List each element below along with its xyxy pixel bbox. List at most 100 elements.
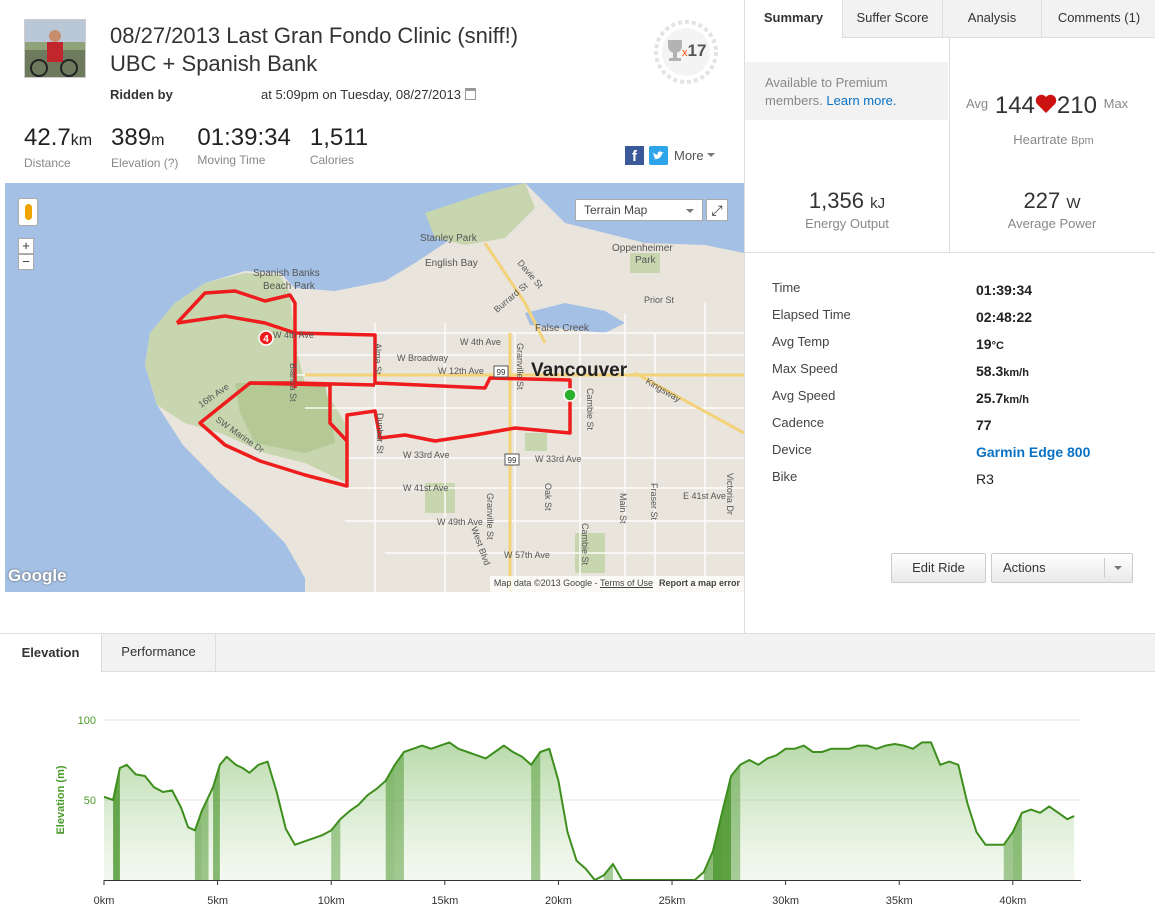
grade-band: [385, 764, 395, 880]
x-tick-label: 15km: [431, 895, 458, 907]
summary-panel: Summary Suffer Score Analysis Comments (…: [744, 0, 1155, 633]
map-label: Dunbar St: [375, 413, 385, 454]
map-label: E 41st Ave: [683, 491, 726, 501]
tab-elevation[interactable]: Elevation: [0, 633, 102, 673]
stat-label: Distance: [24, 156, 71, 170]
map-label: Prior St: [644, 295, 675, 305]
hr-max-value: 210: [1056, 92, 1097, 119]
street-view-icon[interactable]: [18, 198, 38, 226]
stat-moving-time: 01:39:34 Moving Time: [197, 124, 290, 170]
tab-comments[interactable]: Comments (1): [1041, 0, 1155, 38]
stat-label: Moving Time: [197, 153, 266, 167]
twitter-icon[interactable]: [649, 146, 668, 165]
calendar-icon[interactable]: [464, 88, 476, 100]
learn-more-link[interactable]: Learn more.: [826, 93, 897, 108]
elevation-chart[interactable]: 50 100 Elevation (m) 0km 5km 10km 15km 20km 25km…: [0, 672, 1155, 922]
hwy-99-shield: 99: [508, 456, 517, 465]
map-label: W 41st Ave: [403, 483, 448, 493]
ridden-by: Ridden by: [110, 87, 173, 102]
y-tick-label: 50: [84, 795, 96, 807]
map-label: W 4th Ave: [460, 337, 501, 347]
detail-unit: °C: [991, 340, 1004, 352]
detail-value: 19°C: [976, 336, 1004, 352]
stat-unit: m: [151, 132, 165, 149]
grade-band: [1003, 832, 1013, 880]
tab-performance[interactable]: Performance: [102, 633, 216, 673]
grade-band: [712, 812, 723, 880]
energy-output: 1,356 kJ Energy Output: [745, 188, 949, 231]
detail-value: 77: [976, 417, 992, 433]
actions-dropdown[interactable]: Actions: [991, 553, 1133, 583]
map-label: Victoria Dr: [725, 473, 735, 515]
map-label: Blanca St: [288, 363, 298, 402]
stat-value: 389: [111, 124, 152, 151]
hwy-99-shield: 99: [497, 368, 506, 377]
edit-ride-button[interactable]: Edit Ride: [891, 553, 986, 583]
achievements-badge[interactable]: [652, 18, 720, 86]
chart-tabs: Elevation Performance: [0, 633, 1155, 673]
map-label: Cambie St: [585, 388, 595, 431]
power-value: 227: [1023, 188, 1061, 213]
zoom-in-button[interactable]: +: [18, 238, 34, 254]
premium-notice: Available to Premium members. Learn more…: [745, 62, 948, 120]
chevron-down-icon: [686, 209, 694, 213]
map-data-credit: Map data ©2013 Google: [493, 578, 593, 588]
ride-datetime: at 5:09pm on Tuesday, 08/27/2013: [261, 87, 476, 102]
map-label: W 4th Ave: [273, 330, 314, 340]
tab-summary[interactable]: Summary: [745, 0, 842, 39]
ride-title-line1: 08/27/2013 Last Gran Fondo Clinic (sniff…: [110, 23, 519, 48]
x-tick-label: 25km: [659, 895, 686, 907]
energy-label: Energy Output: [805, 216, 889, 231]
grade-band: [1012, 812, 1022, 880]
map-label: English Bay: [425, 258, 478, 269]
stat-value: 1,511: [309, 124, 369, 151]
facebook-icon[interactable]: f: [625, 146, 644, 165]
tab-analysis[interactable]: Analysis: [942, 0, 1041, 38]
athlete-avatar[interactable]: [24, 19, 86, 78]
map-label: Main St: [618, 493, 628, 524]
heartrate-box: Avg 144 210 Max Heartrate Bpm: [949, 38, 1155, 148]
segment-marker[interactable]: [258, 330, 274, 346]
more-share-dropdown[interactable]: More: [674, 148, 715, 163]
hr-avg-value: 144: [994, 92, 1035, 119]
map-label-city: Vancouver: [531, 360, 628, 381]
detail-number: 19: [976, 336, 992, 352]
activity-tabs: Summary Suffer Score Analysis Comments (…: [745, 0, 1155, 39]
more-label: More: [674, 148, 704, 163]
start-marker[interactable]: [563, 388, 577, 402]
x-tick-label: 35km: [886, 895, 913, 907]
map-type-select[interactable]: Terrain Map: [575, 199, 703, 221]
achievements-prefix: x: [682, 47, 688, 59]
map-type-label: Terrain Map: [584, 203, 648, 217]
detail-row-avg-speed: Avg Speed 25.7km/h: [772, 388, 1132, 415]
grade-band: [722, 776, 732, 880]
terms-of-use-link[interactable]: Terms of Use: [599, 578, 653, 588]
detail-number: 25.7: [976, 390, 1004, 406]
zoom-out-button[interactable]: −: [18, 254, 34, 270]
x-tick-label: 10km: [318, 895, 345, 907]
stat-calories: 1,511 Calories: [310, 124, 368, 170]
report-map-error-link[interactable]: Report a map error: [658, 578, 740, 588]
map-label: W 49th Ave: [437, 517, 483, 527]
map-label: Granville St: [485, 493, 495, 540]
detail-label: Bike: [772, 469, 798, 484]
ride-details: Time 01:39:34 Elapsed Time 02:48:22 Avg …: [772, 280, 1132, 496]
device-link[interactable]: Garmin Edge 800: [976, 444, 1091, 460]
hr-unit: Bpm: [1071, 135, 1094, 147]
y-axis-label: Elevation (m): [55, 765, 67, 834]
map-label: W 12th Ave: [438, 366, 484, 376]
x-tick-label: 0km: [94, 895, 115, 907]
detail-row-temp: Avg Temp 19°C: [772, 334, 1132, 361]
fullscreen-icon[interactable]: ⤢: [706, 199, 728, 221]
activity-header: 08/27/2013 Last Gran Fondo Clinic (sniff…: [0, 0, 744, 183]
elevation-line: [103, 741, 1075, 881]
route-map[interactable]: 4 99 99 Stanley Park English Bay Spanish…: [5, 183, 744, 592]
detail-value: R3: [976, 471, 994, 487]
tab-suffer-score[interactable]: Suffer Score: [842, 0, 942, 38]
x-tick-label: 20km: [545, 895, 572, 907]
map-label: W 33rd Ave: [403, 450, 449, 460]
map-label: Alma St: [373, 343, 383, 375]
stat-label[interactable]: Elevation (?): [111, 156, 179, 170]
map-label: Granville St: [515, 343, 525, 390]
power-unit: W: [1066, 195, 1081, 212]
